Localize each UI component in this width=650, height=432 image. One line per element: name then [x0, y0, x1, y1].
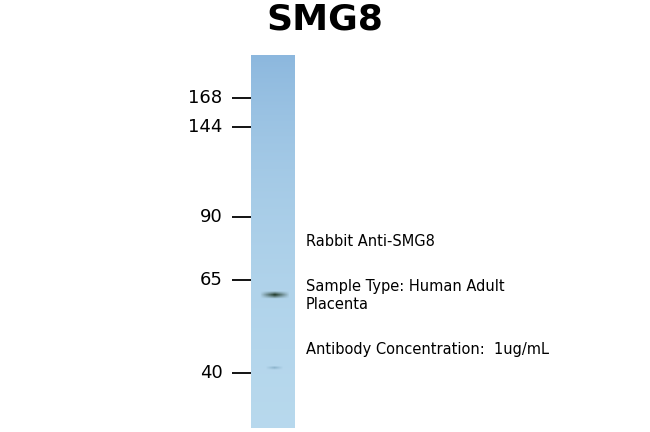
Text: SMG8: SMG8 — [266, 2, 384, 36]
Text: 144: 144 — [188, 118, 222, 136]
Text: 90: 90 — [200, 208, 222, 226]
Text: 65: 65 — [200, 270, 222, 289]
Text: 168: 168 — [188, 89, 222, 107]
Text: 40: 40 — [200, 364, 222, 382]
Text: Sample Type: Human Adult: Sample Type: Human Adult — [306, 279, 504, 294]
Text: Placenta: Placenta — [306, 297, 369, 312]
Text: Rabbit Anti-SMG8: Rabbit Anti-SMG8 — [306, 234, 435, 249]
Text: Antibody Concentration:  1ug/mL: Antibody Concentration: 1ug/mL — [306, 342, 549, 357]
